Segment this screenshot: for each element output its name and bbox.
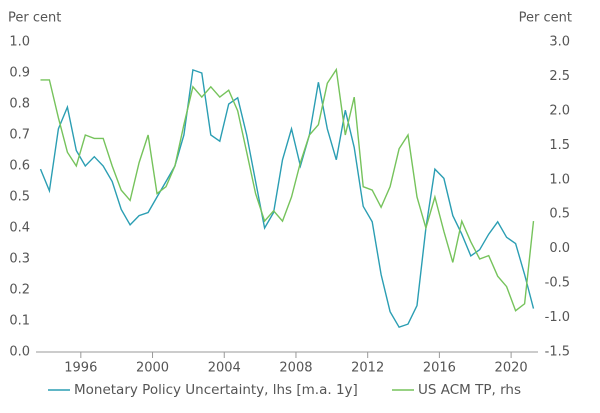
y2-tick-label: -1.5	[545, 345, 570, 360]
y2-tick-label: -1.0	[545, 310, 570, 325]
y2-tick-label: -0.5	[545, 276, 570, 291]
y2-tick-label: 0.5	[549, 207, 570, 222]
y-tick-label: 1.0	[9, 35, 30, 50]
y-axis-label: Per cent	[8, 11, 61, 26]
series-line	[39, 68, 535, 329]
y-tick-label: 0.3	[9, 252, 30, 267]
y-tick-label: 0.7	[9, 128, 30, 143]
series-line	[40, 67, 535, 312]
y-tick-label: 0.6	[9, 159, 30, 174]
legend-label: US ACM TP, rhs	[418, 382, 521, 398]
x-tick-label: 2016	[423, 361, 456, 376]
y-tick-label: 0.0	[9, 345, 30, 360]
y-tick-label: 0.5	[9, 190, 30, 205]
x-tick-label: 2008	[279, 361, 312, 376]
y2-tick-label: 2.0	[549, 103, 570, 118]
y2-tick-label: 0.0	[549, 241, 570, 256]
x-tick-label: 1996	[64, 361, 97, 376]
x-tick-label: 2000	[136, 361, 169, 376]
x-tick-label: 2012	[351, 361, 384, 376]
y-tick-label: 0.1	[9, 314, 30, 329]
legend-label: Monetary Policy Uncertainty, lhs [m.a. 1…	[74, 382, 358, 398]
y2-axis-label: Per cent	[519, 11, 572, 26]
y2-tick-label: 2.5	[549, 69, 570, 84]
y-tick-label: 0.9	[9, 66, 30, 81]
y-tick-label: 0.4	[9, 221, 30, 236]
y-tick-label: 0.8	[9, 97, 30, 112]
y-tick-label: 0.2	[9, 283, 30, 298]
y2-tick-label: 1.5	[549, 138, 570, 153]
x-tick-label: 2020	[495, 361, 528, 376]
y2-tick-label: 1.0	[549, 172, 570, 187]
y2-tick-label: 3.0	[549, 35, 570, 50]
x-tick-label: 2004	[208, 361, 241, 376]
